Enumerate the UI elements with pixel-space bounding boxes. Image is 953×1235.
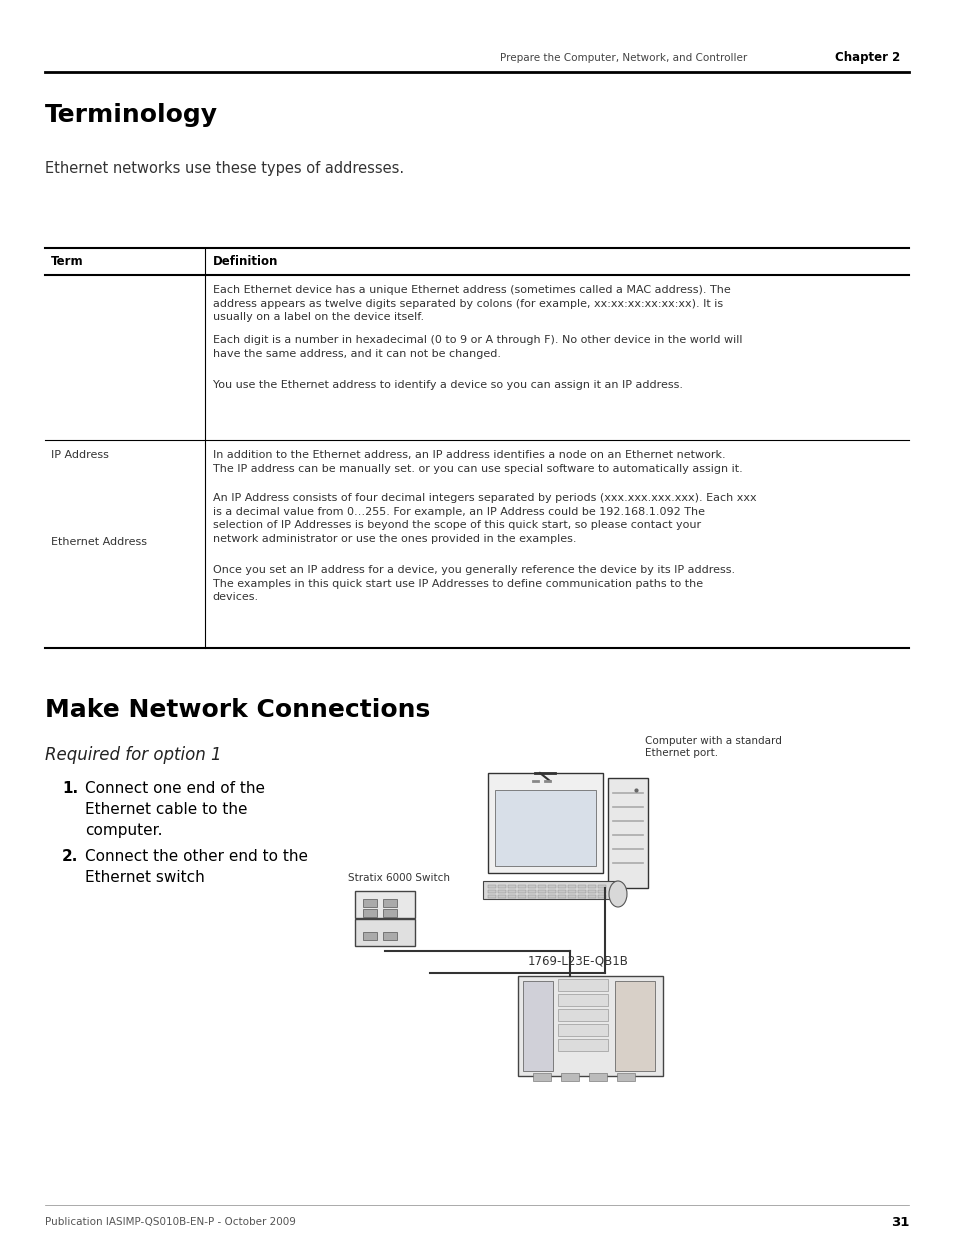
Bar — [537, 890, 545, 893]
Bar — [355, 890, 415, 918]
Text: Publication IASIMP-QS010B-EN-P - October 2009: Publication IASIMP-QS010B-EN-P - October… — [45, 1216, 295, 1228]
Bar — [507, 885, 516, 888]
Bar — [527, 890, 536, 893]
Text: Chapter 2: Chapter 2 — [834, 52, 900, 64]
Bar — [587, 885, 596, 888]
Bar — [382, 909, 396, 918]
Bar — [598, 885, 605, 888]
Bar — [558, 994, 607, 1007]
Bar — [537, 895, 545, 898]
Bar — [497, 885, 505, 888]
Text: Terminology: Terminology — [45, 103, 218, 127]
Bar — [558, 979, 607, 990]
Bar — [615, 981, 655, 1071]
Text: You use the Ethernet address to identify a device so you can assign it an IP add: You use the Ethernet address to identify… — [213, 380, 682, 390]
Bar — [587, 895, 596, 898]
Bar — [517, 890, 525, 893]
Bar — [527, 885, 536, 888]
Bar — [547, 885, 556, 888]
Bar — [488, 890, 496, 893]
Bar — [607, 778, 647, 888]
Bar — [578, 895, 585, 898]
Text: Each Ethernet device has a unique Ethernet address (sometimes called a MAC addre: Each Ethernet device has a unique Ethern… — [213, 285, 730, 322]
Bar — [533, 1073, 551, 1081]
Ellipse shape — [608, 881, 626, 906]
Bar — [522, 981, 553, 1071]
Text: Definition: Definition — [213, 254, 278, 268]
Bar — [558, 1009, 607, 1021]
Bar — [587, 890, 596, 893]
Bar — [363, 909, 376, 918]
Text: Required for option 1: Required for option 1 — [45, 746, 221, 764]
Bar — [547, 895, 556, 898]
Bar — [382, 932, 396, 940]
Bar — [558, 890, 565, 893]
Text: Ethernet networks use these types of addresses.: Ethernet networks use these types of add… — [45, 161, 404, 175]
Text: 2.: 2. — [62, 848, 78, 864]
Bar — [567, 885, 576, 888]
Bar — [507, 895, 516, 898]
Text: Once you set an IP address for a device, you generally reference the device by i: Once you set an IP address for a device,… — [213, 564, 734, 603]
Bar — [558, 895, 565, 898]
Text: Connect one end of the
Ethernet cable to the
computer.: Connect one end of the Ethernet cable to… — [85, 781, 265, 839]
Text: Prepare the Computer, Network, and Controller: Prepare the Computer, Network, and Contr… — [499, 53, 746, 63]
Text: In addition to the Ethernet address, an IP address identifies a node on an Ether: In addition to the Ethernet address, an … — [213, 450, 741, 473]
Bar — [517, 895, 525, 898]
Bar — [363, 899, 376, 906]
Bar — [578, 890, 585, 893]
Bar — [363, 932, 376, 940]
Bar — [567, 895, 576, 898]
Bar — [617, 1073, 635, 1081]
Bar — [517, 976, 662, 1076]
Bar — [517, 885, 525, 888]
Bar — [355, 919, 415, 946]
Text: 1.: 1. — [62, 781, 78, 797]
Bar — [382, 899, 396, 906]
Bar — [497, 890, 505, 893]
Text: 31: 31 — [890, 1215, 908, 1229]
Text: Connect the other end to the
Ethernet switch: Connect the other end to the Ethernet sw… — [85, 848, 308, 885]
Bar — [558, 1039, 607, 1051]
Bar — [537, 885, 545, 888]
Bar — [578, 885, 585, 888]
Bar — [507, 890, 516, 893]
Text: Each digit is a number in hexadecimal (0 to 9 or A through F). No other device i: Each digit is a number in hexadecimal (0… — [213, 335, 741, 358]
Text: IP Address: IP Address — [51, 450, 109, 459]
Text: Stratix 6000 Switch: Stratix 6000 Switch — [348, 873, 450, 883]
Bar — [547, 890, 556, 893]
Text: Term: Term — [51, 254, 84, 268]
Bar — [560, 1073, 578, 1081]
Bar — [588, 1073, 606, 1081]
Bar — [567, 890, 576, 893]
Text: An IP Address consists of four decimal integers separated by periods (xxx.xxx.xx: An IP Address consists of four decimal i… — [213, 493, 756, 543]
Bar — [598, 895, 605, 898]
Bar — [482, 881, 618, 899]
Bar — [558, 1024, 607, 1036]
Text: Make Network Connections: Make Network Connections — [45, 698, 430, 722]
Bar — [558, 885, 565, 888]
Text: Computer with a standard
Ethernet port.: Computer with a standard Ethernet port. — [644, 736, 781, 757]
Bar — [495, 790, 596, 866]
Bar — [598, 890, 605, 893]
Bar — [497, 895, 505, 898]
Bar — [488, 895, 496, 898]
Bar — [527, 895, 536, 898]
Text: Ethernet Address: Ethernet Address — [51, 537, 147, 547]
Text: 1769-L23E-QB1B: 1769-L23E-QB1B — [527, 953, 628, 967]
Bar — [488, 885, 496, 888]
Bar — [488, 773, 602, 873]
